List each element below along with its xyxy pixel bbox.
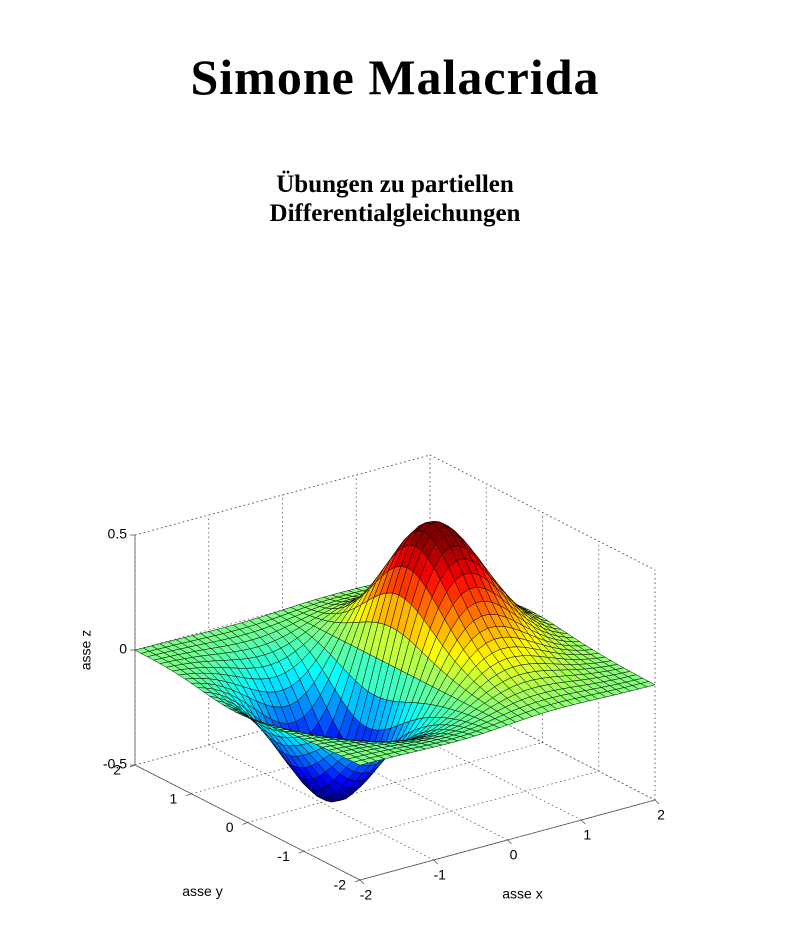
grid-line xyxy=(134,569,431,651)
x-tick-label: -1 xyxy=(434,867,447,883)
z-tick-label: -0.5 xyxy=(103,756,127,772)
tick-mark xyxy=(186,793,192,797)
y-tick-label: 1 xyxy=(169,790,177,806)
y-tick-label: -2 xyxy=(334,877,347,893)
grid-line xyxy=(134,684,431,766)
tick-mark xyxy=(580,819,586,825)
x-tick-label: 0 xyxy=(510,847,518,863)
grid-line xyxy=(303,770,599,852)
grid-line xyxy=(191,713,487,795)
y-tick-label: 0 xyxy=(226,819,234,835)
tick-mark xyxy=(359,879,365,885)
x-tick-label: 2 xyxy=(657,807,665,823)
tick-mark xyxy=(507,839,512,845)
box-edge xyxy=(134,454,431,536)
grid-line xyxy=(429,684,656,801)
x-tick-label: 1 xyxy=(583,827,591,843)
grid-line xyxy=(356,704,582,821)
tick-mark xyxy=(242,822,248,825)
tick-mark xyxy=(654,799,660,805)
y-axis-label: asse y xyxy=(182,883,222,899)
title-line: Differentialgleichungen xyxy=(269,200,521,227)
y-axis xyxy=(134,764,361,881)
z-axis-label: asse z xyxy=(78,630,94,670)
surface-patch xyxy=(353,759,369,766)
x-axis-label: asse x xyxy=(502,886,542,902)
title-line: Übungen zu partiellen xyxy=(276,171,514,198)
tick-mark xyxy=(298,850,304,854)
x-tick-label: -2 xyxy=(360,887,373,903)
author: Simone Malacrida xyxy=(190,49,600,105)
z-tick-label: 0.5 xyxy=(108,526,128,542)
z-tick-label: 0 xyxy=(119,641,127,657)
y-tick-label: 2 xyxy=(113,762,121,778)
title: Übungen zu partiellen Differentialgleich… xyxy=(0,170,790,228)
grid-line xyxy=(282,724,508,841)
tick-mark xyxy=(433,859,439,865)
y-tick-label: -1 xyxy=(277,848,290,864)
box-edge xyxy=(429,454,656,571)
tick-mark xyxy=(354,879,361,883)
grid-line xyxy=(208,744,434,861)
x-axis xyxy=(359,799,656,881)
grid-line xyxy=(247,742,543,823)
